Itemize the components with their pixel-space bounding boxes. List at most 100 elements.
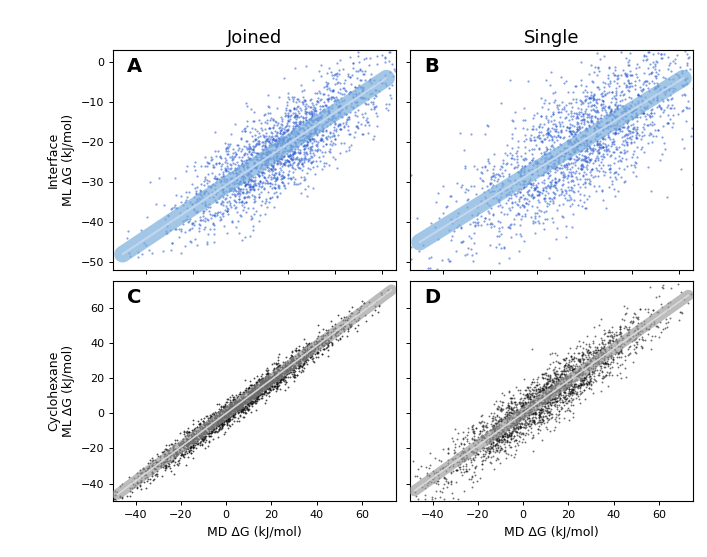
Point (579, 155, 590, 164)
Point (547, 194, 558, 203)
Point (305, 343, 316, 351)
Point (491, 242, 502, 251)
Point (267, 161, 279, 170)
Point (490, 423, 501, 432)
Point (546, 374, 557, 383)
Point (165, 451, 177, 460)
Point (560, 374, 571, 383)
Point (540, 386, 551, 395)
Point (232, 189, 243, 198)
Point (525, 407, 536, 416)
Point (527, 405, 538, 414)
Point (553, 400, 564, 409)
Point (624, 126, 635, 135)
Point (216, 209, 227, 218)
Point (518, 399, 529, 408)
Point (175, 442, 186, 451)
Point (232, 403, 243, 412)
Point (194, 438, 206, 447)
Point (594, 340, 605, 349)
Point (217, 173, 228, 182)
Point (292, 358, 303, 367)
Point (599, 335, 610, 344)
Point (148, 475, 160, 483)
Point (483, 431, 494, 440)
Point (259, 159, 270, 168)
Point (549, 384, 561, 393)
Point (491, 232, 503, 241)
Point (329, 330, 341, 339)
Point (663, 85, 674, 94)
Point (270, 376, 281, 385)
Point (540, 186, 551, 195)
Point (379, 52, 390, 61)
Point (235, 402, 247, 411)
Point (217, 417, 228, 426)
Point (303, 181, 314, 190)
Point (335, 111, 346, 120)
Point (263, 102, 274, 111)
Point (481, 434, 493, 443)
Point (544, 372, 555, 381)
Point (530, 183, 542, 192)
Point (501, 190, 513, 199)
Point (205, 427, 216, 436)
Point (567, 146, 578, 155)
Point (185, 433, 197, 442)
Point (518, 124, 529, 133)
Point (269, 116, 281, 125)
Point (340, 100, 351, 109)
Point (609, 169, 620, 178)
Point (573, 369, 585, 378)
Point (541, 397, 552, 405)
Point (138, 464, 149, 473)
Point (589, 375, 600, 384)
Point (222, 419, 233, 428)
Point (491, 440, 502, 449)
Point (553, 387, 564, 395)
Point (487, 172, 498, 180)
Point (405, 243, 416, 252)
Point (319, 106, 330, 115)
Point (594, 359, 605, 368)
Point (319, 334, 330, 343)
Point (338, 138, 349, 147)
Point (485, 453, 496, 462)
Point (585, 364, 596, 373)
Point (544, 393, 555, 402)
Point (185, 443, 196, 452)
Point (197, 427, 208, 436)
Point (516, 407, 527, 416)
Point (578, 99, 589, 108)
Point (578, 144, 590, 153)
Point (286, 360, 297, 369)
Point (593, 138, 604, 147)
Point (519, 419, 530, 428)
Point (583, 341, 595, 350)
Point (493, 436, 505, 444)
Point (543, 180, 554, 189)
Point (528, 111, 539, 120)
Point (227, 167, 238, 176)
Point (569, 363, 580, 372)
Point (212, 198, 223, 207)
Point (226, 400, 238, 409)
Point (543, 404, 554, 413)
Point (604, 337, 615, 346)
Point (565, 375, 576, 384)
Point (268, 384, 279, 393)
Point (300, 141, 312, 150)
Point (548, 388, 559, 397)
Point (515, 400, 526, 409)
Point (250, 140, 262, 149)
Point (239, 395, 250, 404)
Point (223, 412, 234, 421)
Point (296, 361, 308, 370)
Point (323, 340, 334, 349)
Point (477, 433, 488, 442)
Point (585, 380, 596, 389)
Point (532, 392, 543, 400)
Point (351, 309, 362, 318)
Point (633, 330, 644, 339)
Point (212, 421, 223, 430)
